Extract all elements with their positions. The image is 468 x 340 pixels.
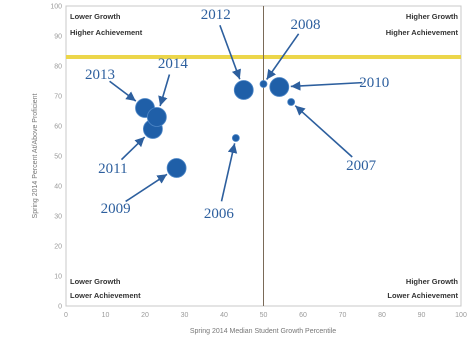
- y-tick-label: 0: [58, 304, 62, 311]
- annotation-arrow: [120, 136, 146, 161]
- quadrant-top-left-line1: Lower Growth: [70, 12, 121, 21]
- point-label: 2009: [101, 201, 131, 217]
- x-axis-label: Spring 2014 Median Student Growth Percen…: [190, 328, 336, 335]
- annotation-arrow: [294, 105, 353, 158]
- quadrant-labels: Lower Growth Higher Achievement Higher G…: [70, 12, 459, 300]
- y-tick-label: 50: [54, 154, 62, 161]
- annotation-labels: 2006 2007 2008 2009 2010 2011 2012 2013 2014: [85, 7, 389, 222]
- y-axis-label: Spring 2014 Percent At/Above Proficient: [32, 93, 39, 218]
- x-tick-label: 40: [220, 312, 228, 319]
- point-label: 2011: [98, 161, 127, 177]
- axis-ticks: 0 10 20 30 40 50 60 70 80 90 100 0 10 20 30 40 50 60 70 80 9…: [50, 4, 467, 320]
- annotation-arrow: [158, 74, 171, 107]
- quadrant-top-left-line2: Higher Achievement: [70, 28, 143, 37]
- x-tick-label: 20: [141, 312, 149, 319]
- x-tick-label: 80: [378, 312, 386, 319]
- point-label: 2012: [201, 7, 231, 23]
- x-tick-label: 10: [102, 312, 110, 319]
- y-tick-label: 100: [50, 4, 62, 11]
- quadrant-bottom-left-line2: Lower Achievement: [70, 291, 141, 300]
- y-tick-label: 70: [54, 94, 62, 101]
- data-point: [231, 134, 240, 142]
- data-point: [233, 80, 254, 100]
- quadrant-top-right-line2: Higher Achievement: [386, 28, 459, 37]
- x-tick-label: 0: [64, 312, 68, 319]
- annotation-arrow: [220, 143, 238, 202]
- annotation-arrow: [125, 173, 168, 203]
- annotation-arrow: [290, 81, 363, 91]
- data-point: [259, 80, 268, 88]
- y-tick-label: 20: [54, 244, 62, 251]
- x-tick-label: 50: [260, 312, 268, 319]
- annotation-arrows: [109, 24, 363, 203]
- quadrant-bottom-right-line2: Lower Achievement: [387, 291, 458, 300]
- data-point: [146, 107, 167, 127]
- y-tick-label: 30: [54, 214, 62, 221]
- quadrant-top-right-line1: Higher Growth: [406, 12, 459, 21]
- quadrant-bottom-left-line1: Lower Growth: [70, 277, 121, 286]
- annotation-arrow: [265, 33, 300, 80]
- point-label: 2010: [359, 75, 389, 91]
- y-tick-label: 90: [54, 34, 62, 41]
- point-label: 2007: [346, 158, 377, 174]
- reference-lines: [66, 6, 461, 306]
- y-tick-label: 60: [54, 124, 62, 131]
- data-point: [287, 98, 296, 106]
- x-tick-label: 30: [181, 312, 189, 319]
- annotation-arrow: [219, 24, 241, 80]
- y-tick-label: 40: [54, 184, 62, 191]
- data-points: [135, 77, 296, 178]
- x-tick-label: 100: [455, 312, 467, 319]
- y-tick-label: 80: [54, 64, 62, 71]
- data-point: [166, 158, 187, 178]
- data-point: [269, 77, 290, 97]
- point-label: 2008: [291, 17, 321, 33]
- x-tick-label: 60: [299, 312, 307, 319]
- y-tick-label: 10: [54, 274, 62, 281]
- point-label: 2006: [204, 206, 235, 222]
- x-tick-label: 70: [339, 312, 347, 319]
- x-tick-label: 90: [418, 312, 426, 319]
- point-label: 2013: [85, 67, 115, 83]
- quadrant-bottom-right-line1: Higher Growth: [406, 277, 459, 286]
- annotation-arrow: [109, 80, 137, 102]
- point-label: 2014: [158, 56, 189, 72]
